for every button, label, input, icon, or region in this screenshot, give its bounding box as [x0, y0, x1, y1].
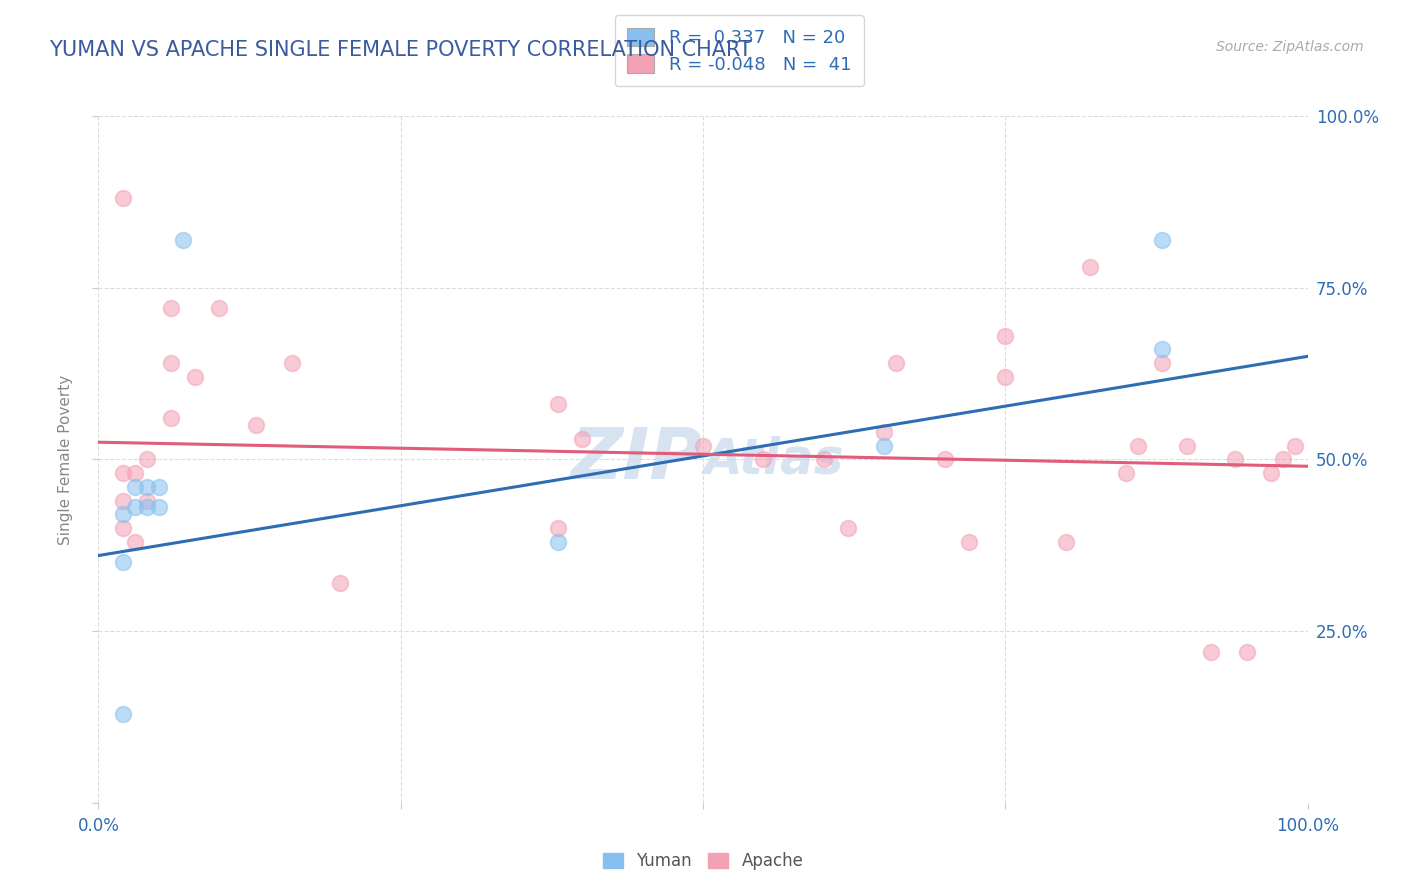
Point: [752, 452, 775, 467]
Point: [1260, 466, 1282, 480]
Point: [124, 500, 146, 515]
Point: [994, 370, 1017, 384]
Point: [873, 425, 896, 439]
Point: [124, 534, 146, 549]
Y-axis label: Single Female Poverty: Single Female Poverty: [59, 375, 73, 544]
Point: [184, 370, 207, 384]
Point: [135, 452, 157, 467]
Point: [172, 233, 194, 247]
Point: [329, 576, 352, 591]
Point: [245, 417, 267, 432]
Point: [1054, 534, 1077, 549]
Point: [1175, 439, 1198, 453]
Point: [148, 500, 170, 515]
Point: [692, 439, 714, 453]
Point: [1272, 452, 1295, 467]
Point: [148, 480, 170, 494]
Point: [111, 466, 134, 480]
Point: [111, 521, 134, 535]
Point: [1152, 356, 1174, 370]
Point: [1152, 343, 1174, 357]
Point: [837, 521, 859, 535]
Point: [547, 534, 569, 549]
Point: [160, 356, 183, 370]
Point: [571, 432, 593, 446]
Point: [281, 356, 304, 370]
Legend: R =  0.337   N = 20, R = -0.048   N =  41: R = 0.337 N = 20, R = -0.048 N = 41: [614, 15, 863, 87]
Point: [1128, 439, 1150, 453]
Point: [1284, 439, 1306, 453]
Point: [957, 534, 980, 549]
Point: [886, 356, 908, 370]
Point: [111, 508, 134, 522]
Point: [1115, 466, 1137, 480]
Point: [160, 301, 183, 316]
Point: [1078, 260, 1101, 274]
Point: [124, 466, 146, 480]
Point: [994, 328, 1017, 343]
Text: Atlas: Atlas: [703, 435, 844, 483]
Point: [547, 521, 569, 535]
Point: [873, 439, 896, 453]
Point: [111, 191, 134, 205]
Point: [934, 452, 956, 467]
Point: [1199, 645, 1222, 659]
Point: [160, 411, 183, 425]
Point: [135, 493, 157, 508]
Point: [1223, 452, 1246, 467]
Point: [1152, 233, 1174, 247]
Point: [111, 706, 134, 721]
Point: [135, 480, 157, 494]
Point: [111, 493, 134, 508]
Point: [111, 555, 134, 570]
Text: Source: ZipAtlas.com: Source: ZipAtlas.com: [1216, 40, 1364, 54]
Point: [1236, 645, 1258, 659]
Point: [547, 397, 569, 411]
Point: [813, 452, 835, 467]
Text: ZIP: ZIP: [571, 425, 703, 494]
Point: [135, 500, 157, 515]
Point: [124, 480, 146, 494]
Text: YUMAN VS APACHE SINGLE FEMALE POVERTY CORRELATION CHART: YUMAN VS APACHE SINGLE FEMALE POVERTY CO…: [49, 40, 752, 60]
Point: [208, 301, 231, 316]
